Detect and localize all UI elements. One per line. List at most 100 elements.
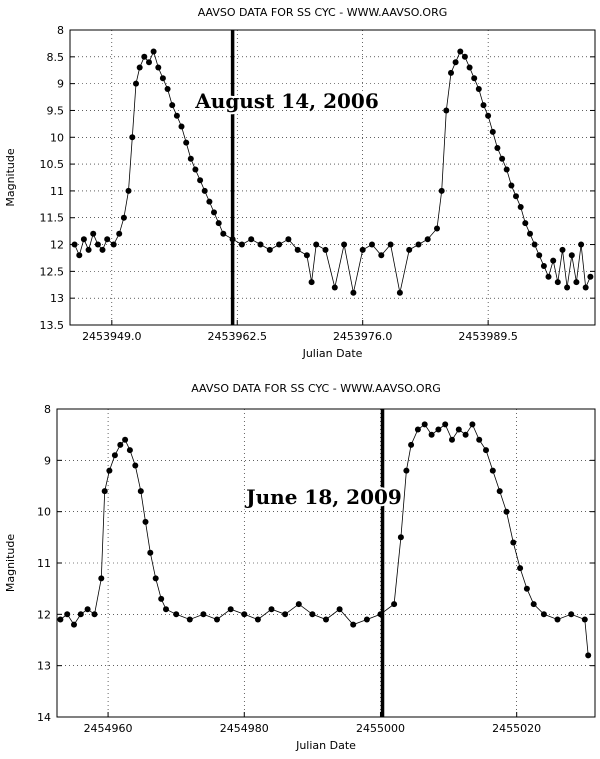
data-point [295, 601, 302, 608]
x-tick-label: 2455020 [492, 722, 541, 735]
data-point [71, 241, 78, 248]
data-point [414, 426, 421, 433]
data-point [391, 601, 398, 608]
data-point [241, 611, 248, 618]
data-point [485, 112, 492, 119]
data-point [71, 621, 77, 628]
y-tick-label: 12 [50, 239, 64, 252]
data-point [408, 441, 415, 448]
light-curve-chart-2006: AAVSO DATA FOR SS CYC - WWW.AAVSO.ORG 8 8.… [0, 0, 600, 375]
data-point [585, 652, 592, 659]
data-point [129, 134, 136, 141]
y-axis-label: Magnitude [4, 148, 17, 207]
data-point [455, 426, 462, 433]
data-point [341, 241, 348, 248]
data-point [443, 107, 450, 114]
data-point [101, 488, 108, 495]
data-point [215, 220, 222, 227]
data-point [438, 187, 445, 194]
data-point [531, 241, 538, 248]
data-point [155, 64, 162, 71]
data-point [363, 616, 370, 623]
data-point [469, 421, 476, 428]
y-tick-label: 11 [50, 185, 64, 198]
data-point [466, 64, 473, 71]
data-point [448, 69, 454, 76]
data-point [106, 467, 113, 474]
x-tick-label: 2453989.5 [458, 330, 518, 343]
data-point [582, 284, 589, 291]
y-tick-label: 9.5 [47, 104, 65, 117]
data-point [331, 284, 338, 291]
chart-svg-2009: AAVSO DATA FOR SS CYC - WWW.AAVSO.ORG 8 9 1… [4, 382, 596, 752]
data-point [471, 75, 478, 82]
data-point [359, 246, 366, 253]
data-point [229, 236, 236, 243]
x-axis-label: Julian Date [295, 739, 356, 752]
data-point [142, 518, 149, 525]
data-point [435, 426, 442, 433]
data-point [197, 177, 204, 184]
data-point [146, 59, 152, 66]
data-point [396, 289, 403, 296]
data-point [77, 611, 84, 618]
data-point [117, 441, 124, 448]
x-tick-label: 2454980 [220, 722, 269, 735]
y-tick-label: 11 [37, 557, 51, 570]
x-tick-label: 2454960 [84, 722, 133, 735]
y-tick-label: 13.5 [40, 319, 65, 332]
chart-title: AAVSO DATA FOR SS CYC - WWW.AAVSO.ORG [198, 6, 448, 19]
data-point [540, 263, 547, 269]
data-point [489, 467, 496, 474]
data-point [133, 80, 139, 87]
data-point [266, 246, 273, 253]
data-point [159, 75, 166, 82]
data-point [421, 421, 428, 428]
y-tick-label: 14 [37, 711, 51, 724]
data-point [137, 488, 144, 495]
data-point [475, 86, 482, 92]
data-point [322, 246, 329, 253]
data-point [200, 611, 207, 618]
y-tick-label: 8 [57, 24, 64, 37]
data-point [125, 187, 132, 194]
data-point [254, 616, 261, 623]
data-point [303, 252, 310, 259]
y-tick-label: 9 [57, 78, 64, 91]
data-point [517, 204, 524, 210]
data-point [483, 447, 489, 454]
data-point [581, 616, 588, 623]
data-point [568, 611, 575, 618]
data-point [522, 220, 529, 227]
data-point [85, 246, 92, 253]
data-point [503, 508, 510, 515]
data-point [545, 273, 552, 280]
data-point [442, 421, 449, 428]
data-point [313, 241, 320, 248]
y-tick-label: 12 [37, 608, 51, 621]
data-point [122, 436, 129, 443]
data-point [428, 431, 435, 438]
data-point [587, 273, 594, 280]
x-tick-label: 2453962.5 [208, 330, 268, 343]
data-point [152, 575, 159, 582]
x-tick-label: 2453976.0 [333, 330, 393, 343]
data-point [206, 198, 213, 205]
y-tick-label: 12.5 [40, 265, 65, 278]
data-point [104, 236, 111, 243]
data-point [503, 166, 510, 173]
data-point [84, 606, 91, 613]
data-point [276, 241, 283, 248]
data-point [57, 616, 64, 623]
data-point [158, 595, 165, 602]
data-point [309, 611, 316, 618]
data-point [220, 230, 227, 237]
data-point [536, 252, 543, 259]
y-tick-label: 8 [44, 403, 51, 416]
data-point [449, 436, 455, 443]
data-point [573, 279, 580, 286]
data-point [76, 252, 83, 259]
y-tick-label: 10 [37, 506, 51, 519]
data-point [173, 611, 180, 618]
data-point [173, 112, 180, 119]
